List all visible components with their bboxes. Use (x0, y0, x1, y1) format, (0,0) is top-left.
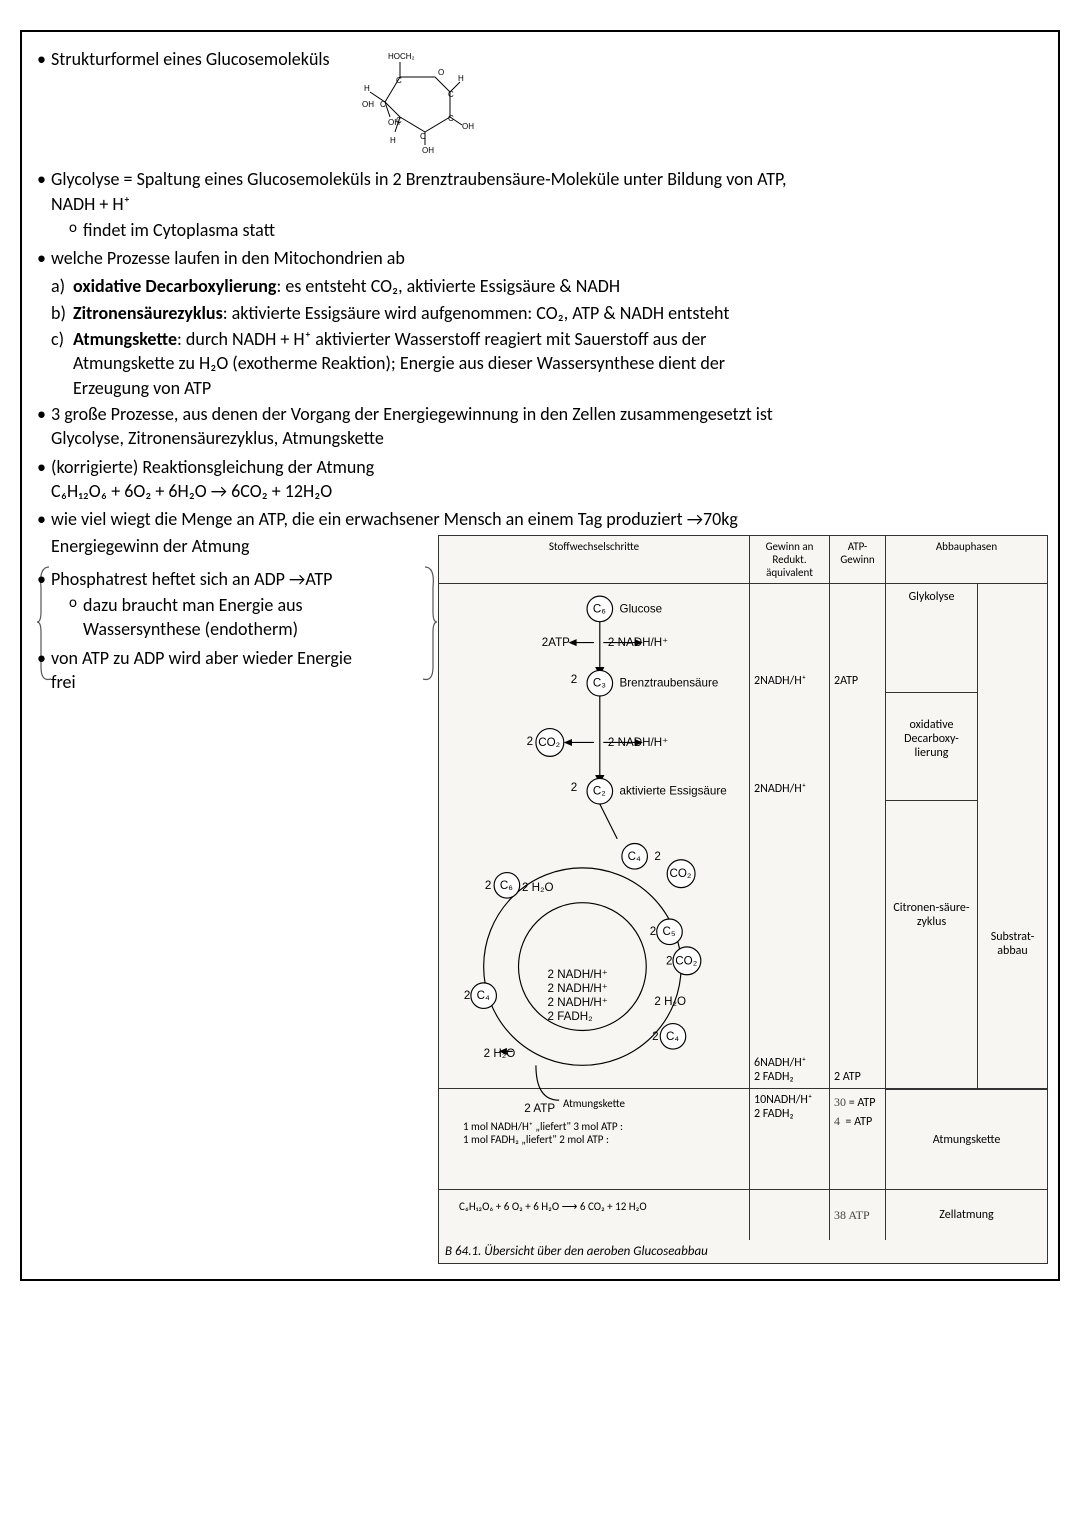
gain-cell: 10NADH/H⁺ 2 FADH₂ (749, 1089, 829, 1189)
respiration-diagram: Stoffwechselschritte Gewinn an Redukt. ä… (438, 535, 1048, 1264)
gain-cell (829, 692, 885, 800)
svg-text:C₅: C₅ (663, 926, 676, 939)
gain-cell: 2ATP (829, 584, 885, 692)
svg-text:aktivierte Essigsäure: aktivierte Essigsäure (620, 785, 727, 798)
svg-text:2: 2 (464, 990, 470, 1003)
svg-text:H: H (390, 136, 396, 145)
svg-text:2: 2 (650, 926, 656, 939)
text: NADH + H⁺ (51, 193, 130, 215)
svg-text:HOCH₂: HOCH₂ (388, 52, 415, 61)
sub-cytoplasm: findet im Cytoplasma statt (69, 218, 1048, 242)
gain-cell: 2NADH/H⁺ (749, 584, 829, 692)
document-page: Strukturformel eines Glucosemoleküls (20, 30, 1060, 1281)
svg-text:C₆: C₆ (593, 603, 606, 616)
svg-text:C: C (448, 114, 454, 123)
svg-text:2: 2 (652, 1030, 658, 1043)
svg-text:C₄: C₄ (477, 990, 490, 1003)
svg-text:2: 2 (571, 674, 577, 687)
svg-text:C: C (380, 100, 386, 109)
figure-caption: B 64.1. Übersicht über den aeroben Gluco… (439, 1240, 1047, 1263)
bullet-atp-weight: wie viel wiegt die Menge an ATP, die ein… (37, 507, 1048, 531)
svg-text:C₄: C₄ (628, 850, 641, 863)
svg-text:Brenztraubensäure: Brenztraubensäure (620, 677, 719, 690)
svg-text:CO₂: CO₂ (669, 868, 691, 881)
gain-cell: 2NADH/H⁺ (749, 692, 829, 800)
col-header: Gewinn an Redukt. äquivalent (749, 536, 829, 584)
bullet-reaction-equation: (korrigierte) Reaktionsgleichung der Atm… (37, 455, 1048, 504)
svg-text:O: O (438, 68, 444, 77)
decarb-diagram: 2 CO₂ 2 NADH/H⁺ 2 C₂ aktivierte Essigsäu… (439, 692, 749, 800)
svg-text:2 FADH₂: 2 FADH₂ (548, 1010, 593, 1023)
citric-cycle-diagram: C₄ CO₂ 2 C₆ 2 2 H₂O C₅ 2 CO₂ 2 C₄ 2 (439, 800, 749, 1088)
bold: oxidative Decarboxylierung (73, 275, 276, 297)
svg-text:OH: OH (422, 146, 434, 155)
glucose-structure-diagram: HOCH₂ O CC CC CC HH HOH OHOH OH (360, 47, 480, 163)
svg-text:2ATP: 2ATP (542, 637, 570, 650)
svg-text:C₃: C₃ (593, 677, 606, 690)
svg-text:2: 2 (654, 850, 660, 863)
bullet-processes-question: welche Prozesse laufen in den Mitochondr… (37, 246, 1048, 270)
gain-cell: 6NADH/H⁺ 2 FADH₂ (749, 800, 829, 1088)
phase-label: Zellatmung (885, 1190, 1047, 1240)
svg-text:C₂: C₂ (593, 785, 606, 798)
total-atp: 38 ATP (829, 1190, 885, 1240)
phase-label: Substrat-abbau (977, 800, 1047, 1088)
svg-text:H: H (458, 74, 464, 83)
col-header: Stoffwechselschritte (439, 536, 749, 584)
svg-text:2 H₂O: 2 H₂O (522, 882, 554, 895)
svg-text:2: 2 (666, 955, 672, 968)
gain-cell: 2 ATP (829, 800, 885, 1088)
respiratory-chain-cell: Atmungskette 1 mol NADH/H⁺ „liefert" 3 m… (439, 1089, 749, 1189)
sub-energy-needed: dazu braucht man Energie aus Wassersynth… (69, 593, 432, 642)
svg-text:Glucose: Glucose (620, 603, 663, 616)
text: Strukturformel eines Glucosemoleküls (51, 47, 330, 71)
text: Glycolyse = Spaltung eines Glucosemolekü… (51, 168, 787, 190)
phase-label: Glykolyse (885, 584, 977, 692)
svg-text:H: H (364, 84, 370, 93)
bullet-atp-adp: von ATP zu ADP wird aber wieder Energie … (37, 646, 432, 695)
svg-text:C: C (396, 76, 402, 85)
left-column: Energiegewinn der Atmung Phosphatrest he… (37, 535, 438, 698)
svg-text:2 H₂O: 2 H₂O (484, 1048, 516, 1061)
svg-text:2: 2 (571, 782, 577, 795)
phase-label: oxidative Decarboxy-lierung (885, 692, 977, 800)
svg-text:2 NADH/H⁺: 2 NADH/H⁺ (548, 997, 608, 1010)
heading-energy-gain: Energiegewinn der Atmung (51, 535, 432, 558)
phase-label: Atmungskette (885, 1089, 1047, 1189)
svg-text:2: 2 (527, 735, 533, 748)
svg-text:2 H₂O: 2 H₂O (654, 995, 686, 1008)
svg-text:CO₂: CO₂ (538, 736, 560, 749)
svg-text:OH: OH (388, 118, 400, 127)
col-header: ATP-Gewinn (829, 536, 885, 584)
item-c: c) Atmungskette: durch NADH + H⁺ aktivie… (51, 327, 1048, 400)
svg-text:2: 2 (485, 879, 491, 892)
gain-cell (749, 1190, 829, 1240)
bold: Zitronensäurezyklus (73, 302, 223, 324)
item-a: a) oxidative Decarboxylierung: es entste… (51, 274, 1048, 298)
svg-text:OH: OH (462, 122, 474, 131)
svg-text:C: C (448, 90, 454, 99)
gain-cell: 30 = ATP 4 = ATP (829, 1089, 885, 1189)
svg-text:C: C (420, 132, 426, 141)
svg-text:2 NADH/H⁺: 2 NADH/H⁺ (548, 969, 608, 982)
svg-text:C₄: C₄ (666, 1030, 679, 1043)
phase-label: Citronen-säure-zyklus (885, 800, 977, 1088)
svg-text:C₆: C₆ (500, 879, 513, 892)
bullet-phosphate: Phosphatrest heftet sich an ADP →ATP daz… (37, 567, 432, 642)
substrate-column (977, 692, 1047, 800)
substrate-column (977, 584, 1047, 692)
item-b: b) Zitronensäurezyklus: aktivierte Essig… (51, 301, 1048, 325)
svg-text:OH: OH (362, 100, 374, 109)
glycolysis-diagram: C₆ Glucose 2ATP 2 NADH/H⁺ 2 C₃ Brenztrau… (439, 584, 749, 692)
bullet-glycolysis: Glycolyse = Spaltung eines Glucosemolekü… (37, 167, 1048, 242)
col-header: Abbauphasen (885, 536, 1047, 584)
reaction-summary: C₆H₁₂O₆ + 6 O₂ + 6 H₂O ⟶ 6 CO₂ + 12 H₂O (439, 1190, 749, 1240)
bullet-three-processes: 3 große Prozesse, aus denen der Vorgang … (37, 402, 1048, 451)
svg-text:2 NADH/H⁺: 2 NADH/H⁺ (548, 983, 608, 996)
bold: Atmungskette (73, 328, 177, 350)
svg-text:CO₂: CO₂ (675, 955, 697, 968)
bullet-structural-formula: Strukturformel eines Glucosemoleküls (37, 47, 1048, 163)
